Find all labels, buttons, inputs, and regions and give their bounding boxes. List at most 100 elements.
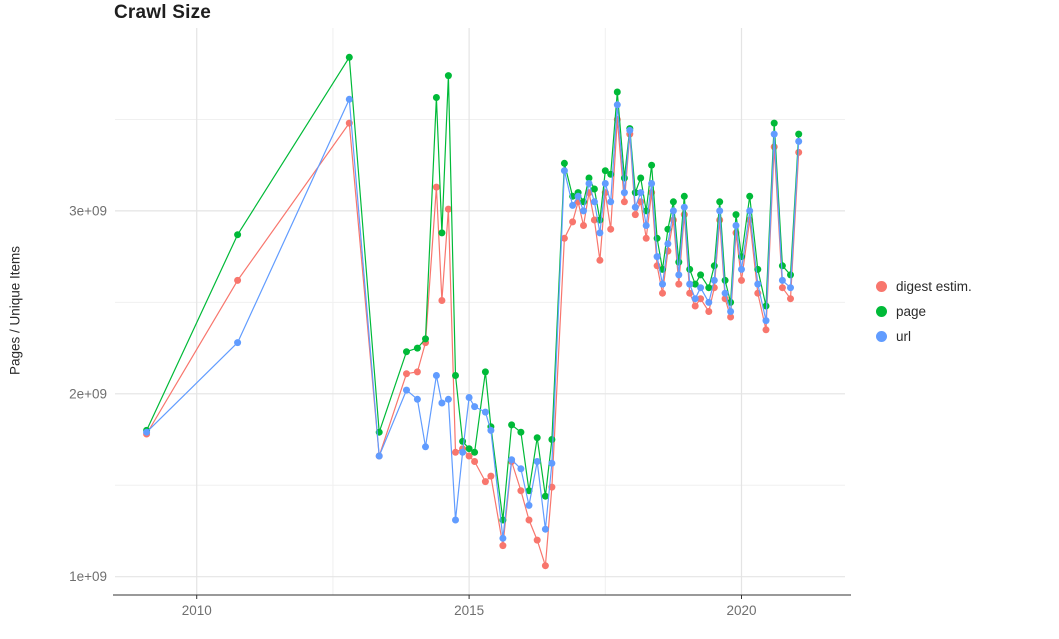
data-point-url	[710, 276, 718, 284]
x-tick-label: 2020	[726, 603, 756, 618]
legend-label-url: url	[896, 328, 912, 344]
data-point-page	[669, 198, 677, 206]
legend-item-url: url	[872, 327, 972, 345]
data-point-page	[680, 192, 688, 200]
data-point-url	[659, 280, 666, 288]
data-point-page	[716, 198, 724, 206]
legend-label-digest-estim: digest estim.	[896, 278, 972, 294]
data-point-page	[795, 130, 803, 138]
data-point-url	[754, 280, 762, 288]
data-point-url	[525, 501, 533, 509]
data-point-digest-estim	[533, 536, 541, 544]
data-point-url	[697, 284, 705, 292]
chart-title: Crawl Size	[114, 2, 212, 23]
series-line-digest-estim	[146, 118, 800, 567]
data-point-url	[499, 534, 507, 542]
data-point-digest-estim	[560, 234, 568, 242]
data-point-url	[465, 394, 473, 401]
data-point-page	[403, 348, 410, 356]
legend-item-page: page	[872, 302, 972, 320]
data-point-url	[613, 101, 621, 109]
data-point-digest-estim	[607, 225, 615, 233]
data-point-page	[705, 284, 713, 292]
data-point-page	[438, 229, 446, 237]
data-point-url	[686, 280, 694, 288]
data-point-page	[746, 192, 754, 200]
data-point-digest-estim	[697, 295, 705, 303]
legend-swatch-digest-estim-icon	[876, 280, 887, 292]
data-point-digest-estim	[778, 284, 786, 292]
data-point-page	[541, 492, 549, 500]
data-point-url	[653, 253, 661, 261]
data-point-page	[585, 174, 593, 182]
data-point-page	[732, 211, 740, 219]
data-point-page	[653, 234, 661, 242]
data-point-url	[705, 298, 713, 306]
data-point-digest-estim	[403, 370, 410, 378]
data-point-page	[710, 262, 718, 270]
data-point-url	[637, 189, 645, 197]
data-point-url	[770, 130, 778, 138]
legend-swatch-page-icon	[876, 305, 887, 317]
data-point-url	[444, 395, 452, 403]
data-point-page	[697, 271, 705, 279]
data-point-url	[795, 137, 803, 145]
data-point-page	[444, 72, 452, 80]
data-point-url	[508, 456, 516, 464]
data-point-page	[721, 276, 729, 284]
data-point-page	[481, 368, 489, 376]
data-point-page	[422, 335, 429, 343]
data-point-digest-estim	[444, 205, 452, 213]
y-tick-label: 3e+09	[69, 203, 107, 218]
data-point-url	[675, 271, 683, 279]
data-point-url	[620, 189, 628, 197]
x-tick-label: 2015	[454, 603, 484, 618]
series-digest-estim	[143, 116, 803, 570]
data-point-digest-estim	[438, 297, 446, 304]
data-point-digest-estim	[705, 308, 713, 315]
data-point-url	[778, 276, 786, 284]
data-point-page	[413, 344, 421, 352]
data-point-page	[778, 262, 786, 270]
data-point-digest-estim	[631, 211, 639, 219]
data-point-url	[487, 426, 495, 434]
series-url	[143, 95, 803, 542]
data-point-page	[465, 445, 473, 453]
data-point-digest-estim	[620, 198, 628, 206]
data-point-url	[631, 203, 639, 211]
data-point-page	[686, 265, 694, 273]
data-point-digest-estim	[691, 302, 699, 310]
data-point-page	[620, 174, 628, 182]
data-point-url	[607, 198, 615, 206]
data-point-url	[517, 465, 525, 473]
data-point-url	[560, 167, 568, 175]
data-point-page	[787, 271, 794, 279]
data-point-url	[541, 525, 549, 533]
data-point-url	[787, 284, 794, 292]
data-point-digest-estim	[659, 289, 666, 297]
data-point-url	[601, 180, 609, 187]
data-point-url	[143, 428, 151, 436]
x-tick-label: 2010	[182, 603, 212, 618]
data-point-url	[762, 317, 770, 325]
data-point-page	[637, 174, 645, 182]
data-point-url	[375, 452, 383, 460]
data-point-url	[590, 198, 598, 206]
data-point-url	[481, 408, 489, 416]
data-point-digest-estim	[727, 313, 735, 321]
data-point-page	[234, 231, 242, 239]
data-point-url	[574, 192, 582, 200]
data-point-url	[413, 395, 421, 403]
data-point-digest-estim	[762, 326, 770, 334]
data-point-url	[432, 372, 440, 379]
data-point-page	[517, 428, 525, 436]
data-point-url	[438, 399, 446, 407]
data-point-url	[403, 386, 410, 394]
data-point-url	[669, 207, 677, 215]
data-point-url	[596, 229, 604, 237]
data-point-url	[452, 516, 459, 524]
data-point-url	[664, 240, 672, 248]
data-point-page	[452, 372, 459, 379]
